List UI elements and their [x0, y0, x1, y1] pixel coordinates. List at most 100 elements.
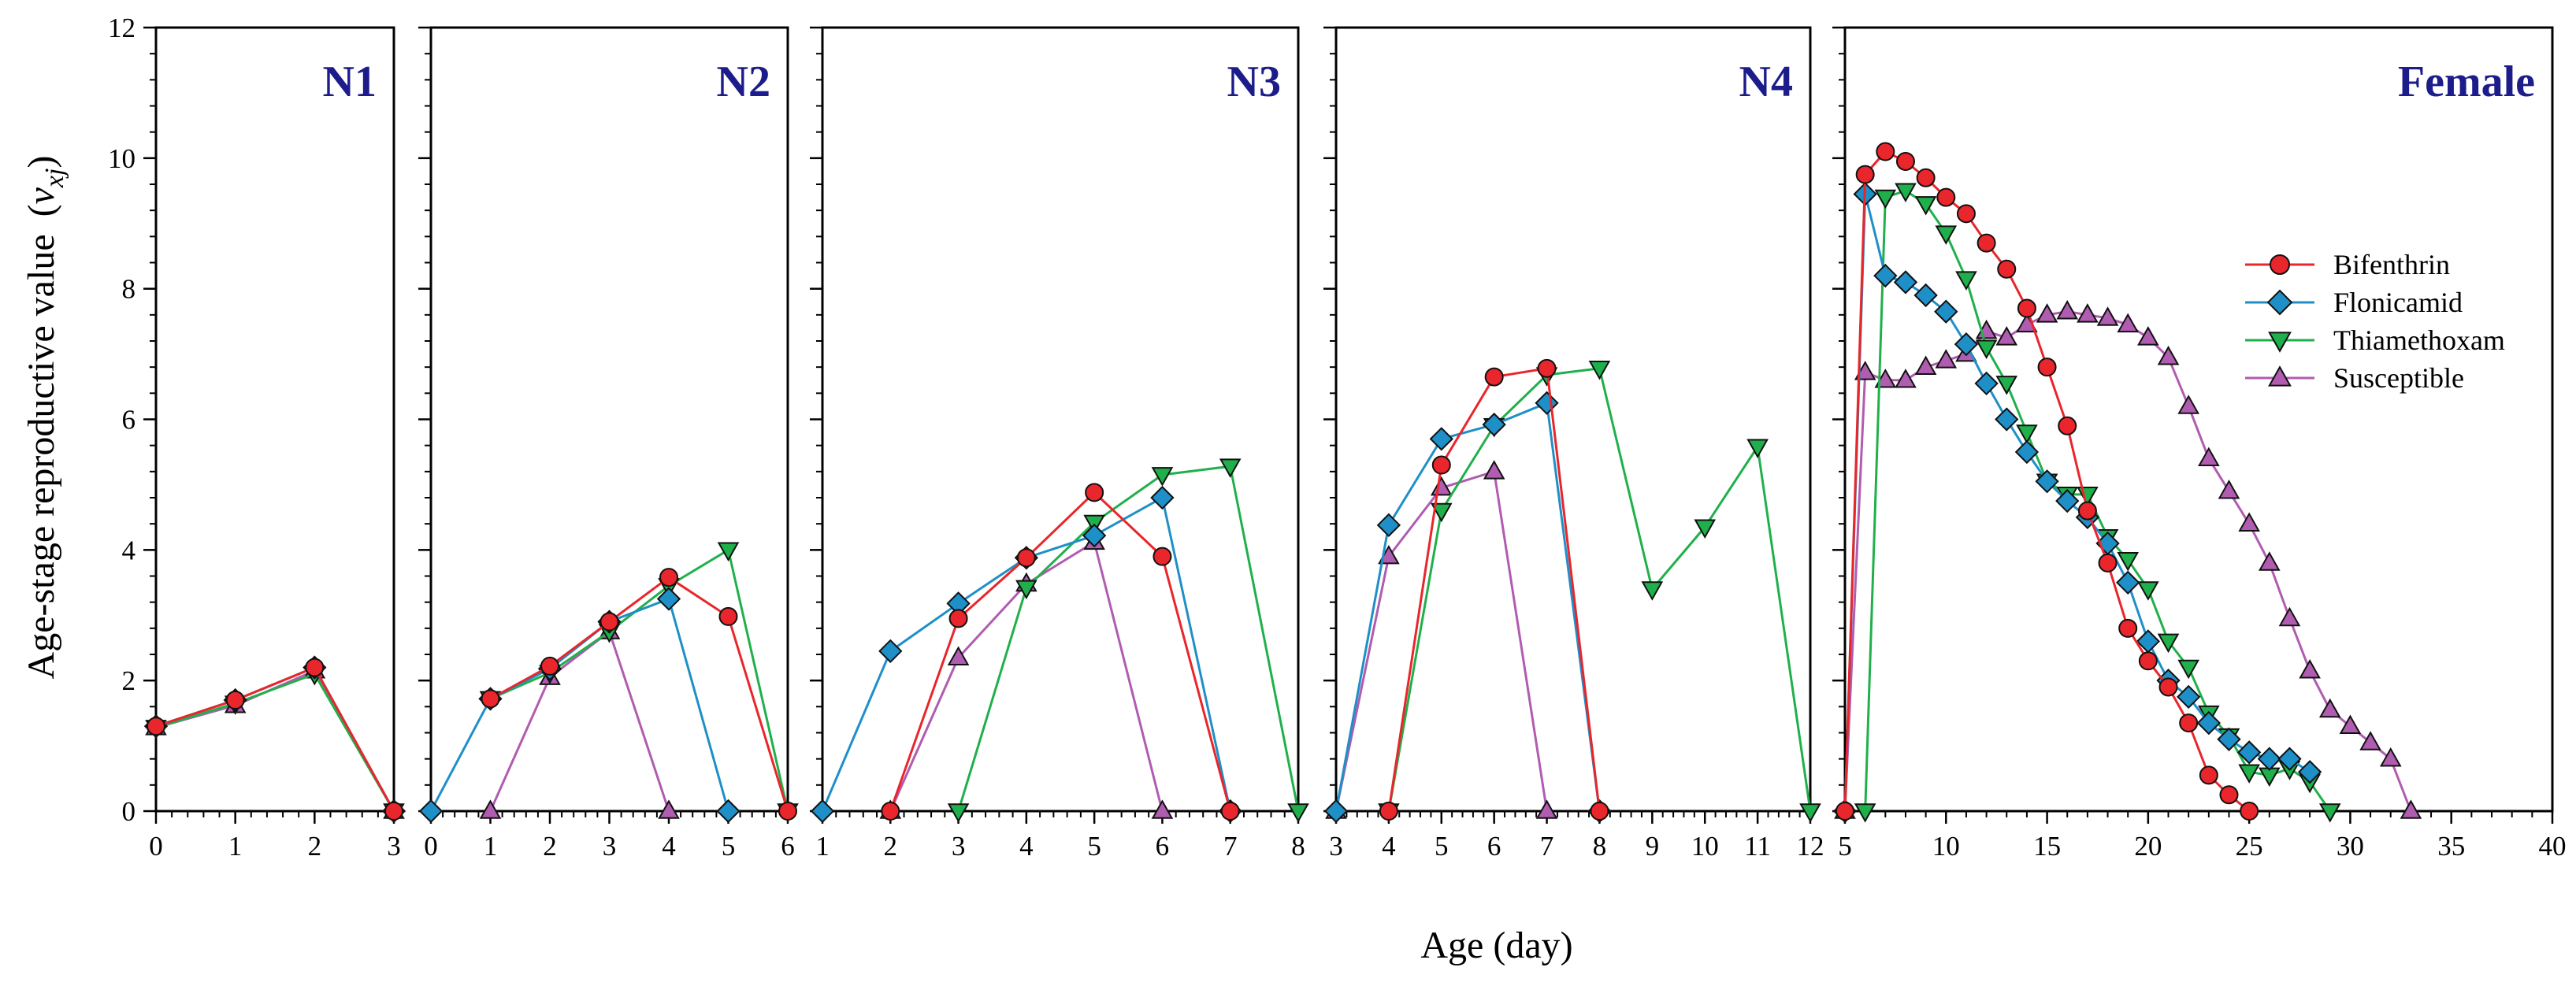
data-point-thiamethoxam [2137, 581, 2159, 601]
data-point-flonicamid [2116, 570, 2140, 595]
panel-frame-female [1843, 26, 2554, 813]
series-bifenthrin-n3 [881, 483, 1240, 821]
data-point-flonicamid [1974, 371, 1999, 396]
data-point-bifenthrin [2118, 618, 2138, 638]
data-point-thiamethoxam [1874, 189, 1897, 209]
data-point-susceptible [2096, 306, 2119, 326]
series-line-thiamethoxam [155, 673, 395, 812]
x-tick-label: 5 [1838, 831, 1852, 862]
series-line-flonicamid [1334, 401, 1601, 812]
series-thiamethoxam-n1 [145, 666, 405, 823]
data-point-thiamethoxam [1641, 581, 1664, 601]
data-point-susceptible [2077, 303, 2099, 323]
y-axis-symbol-close: ) [20, 156, 62, 169]
data-point-flonicamid [2196, 710, 2221, 736]
data-point-flonicamid [1535, 391, 1559, 415]
data-point-thiamethoxam [947, 803, 970, 823]
data-point-susceptible [1874, 369, 1897, 388]
data-point-susceptible [1895, 369, 1917, 388]
data-point-flonicamid [1995, 407, 2019, 432]
legend-entry-susceptible: Susceptible [2245, 362, 2464, 394]
data-point-thiamethoxam [1430, 502, 1453, 523]
data-point-flonicamid [2236, 740, 2262, 765]
x-tick-label: 10 [1932, 831, 1960, 862]
x-tick-label: 25 [2236, 831, 2263, 862]
x-tick-label: 10 [1691, 831, 1719, 862]
data-point-susceptible [1935, 349, 1958, 369]
x-tick-label: 8 [1291, 831, 1305, 862]
series-thiamethoxam-n4 [1378, 361, 1821, 823]
x-tick-label: 3 [1329, 831, 1343, 862]
data-point-flonicamid [2217, 727, 2241, 751]
data-point-bifenthrin [1537, 358, 1557, 378]
data-point-susceptible [2117, 313, 2140, 333]
series-line-bifenthrin [489, 576, 789, 812]
series-line-bifenthrin [155, 665, 395, 812]
data-point-flonicamid [2014, 439, 2040, 465]
data-point-thiamethoxam [1975, 339, 1998, 359]
data-point-thiamethoxam [1799, 803, 1821, 823]
data-point-bifenthrin [1997, 259, 2017, 279]
data-point-flonicamid [878, 639, 903, 664]
y-axis-symbol-sub: xj [40, 169, 69, 189]
series-line-flonicamid [429, 597, 729, 812]
data-point-flonicamid [1893, 270, 1918, 295]
x-tick-label: 12 [1797, 831, 1824, 862]
data-point-flonicamid [1482, 412, 1506, 437]
y-tick-label: 8 [122, 274, 136, 305]
y-axis-symbol: v [20, 187, 62, 204]
data-point-thiamethoxam [1694, 519, 1717, 539]
series-thiamethoxam-n2 [479, 542, 799, 823]
data-point-bifenthrin [1936, 187, 1956, 207]
data-point-flonicamid [418, 799, 444, 824]
x-tick-label: 5 [1435, 831, 1449, 862]
x-tick-label: 4 [1382, 831, 1396, 862]
panel-frame-n1 [154, 26, 395, 813]
data-point-susceptible [2278, 606, 2301, 627]
data-point-bifenthrin [1379, 802, 1398, 821]
data-point-bifenthrin [2037, 358, 2057, 377]
data-point-bifenthrin [948, 609, 968, 628]
data-point-susceptible [2299, 659, 2321, 679]
data-point-flonicamid [716, 799, 741, 824]
data-point-bifenthrin [1916, 168, 1936, 187]
data-point-bifenthrin [1153, 547, 1172, 566]
data-point-flonicamid [1934, 299, 1958, 324]
x-tick-label: 4 [1019, 831, 1034, 862]
data-point-bifenthrin [718, 606, 738, 626]
legend-entry-thiamethoxam: Thiamethoxam [2245, 324, 2505, 356]
data-point-thiamethoxam [2318, 803, 2341, 823]
data-point-susceptible [2339, 714, 2362, 735]
data-point-flonicamid [2297, 760, 2322, 784]
data-point-susceptible [2157, 346, 2180, 365]
data-point-bifenthrin [2219, 785, 2239, 805]
series-flonicamid-n3 [810, 485, 1242, 824]
x-tick-label: 6 [1487, 831, 1501, 862]
x-tick-label: 3 [387, 831, 401, 862]
series-bifenthrin-n1 [147, 658, 403, 821]
data-point-bifenthrin [1855, 165, 1875, 184]
data-point-flonicamid [1376, 513, 1401, 537]
y-tick-label: 4 [122, 535, 136, 565]
legend-label-bifenthrin: Bifenthrin [2333, 249, 2450, 280]
data-point-bifenthrin [881, 802, 900, 821]
data-point-bifenthrin [481, 689, 500, 709]
data-point-susceptible [1914, 355, 1937, 375]
data-point-bifenthrin [2138, 651, 2158, 671]
data-point-bifenthrin [2058, 416, 2077, 435]
data-point-bifenthrin [2098, 553, 2118, 573]
data-point-thiamethoxam [1895, 183, 1917, 202]
series-susceptible-female [1834, 300, 2422, 819]
data-point-bifenthrin [2199, 765, 2218, 785]
x-tick-label: 40 [2539, 831, 2567, 862]
x-tick-label: 35 [2437, 831, 2465, 862]
y-axis-label: Age-stage reproductive value [20, 234, 62, 679]
x-tick-label: 11 [1744, 831, 1771, 862]
data-point-bifenthrin [540, 656, 559, 676]
panel-n2: 0 1 2 3 4 5 6 N2 [418, 26, 799, 862]
y-tick-label: 6 [122, 405, 136, 435]
series-flonicamid-n1 [143, 655, 406, 824]
y-tick-label: 12 [108, 13, 135, 43]
panel-frame-n3 [821, 26, 1300, 813]
